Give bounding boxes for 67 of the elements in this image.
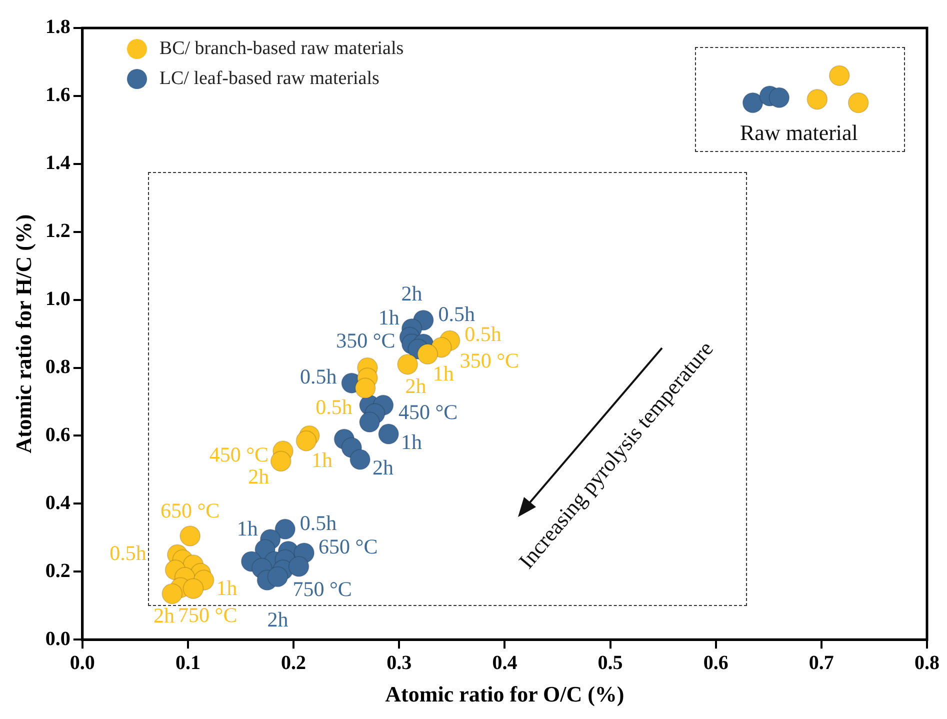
y-tick-label: 0.2 — [45, 560, 70, 582]
point — [350, 449, 371, 470]
annotation: 650 °C — [160, 498, 220, 522]
point — [742, 92, 764, 114]
annotation: 2h — [372, 456, 394, 480]
point — [848, 92, 869, 114]
annotation: 450 °C — [209, 442, 269, 466]
annotation: 1h — [378, 306, 400, 330]
annotation: 750 °C — [178, 603, 238, 628]
y-tick-label: 1.4 — [45, 152, 70, 174]
annotation: 2h — [248, 464, 270, 489]
y-tick-label: 1.6 — [45, 84, 70, 106]
y-axis-title: Atomic ratio for H/C (%) — [10, 214, 36, 454]
point — [828, 65, 850, 86]
text: 0.8 — [914, 652, 940, 674]
annotation: 0.5h — [316, 395, 353, 420]
point — [182, 578, 204, 600]
annotation: 1h — [216, 576, 238, 600]
y-tick-label: 1.2 — [45, 220, 70, 242]
x-tick-label: 0.5 — [598, 652, 623, 674]
x-tick-label: 0.6 — [703, 652, 728, 674]
point — [354, 378, 376, 399]
y-tick-label: 0.8 — [45, 356, 70, 378]
x-tick-label: 0.4 — [492, 652, 518, 674]
annotation: 0.5h — [110, 541, 147, 566]
x-tick-label: 0.1 — [175, 652, 200, 674]
annotation: 2h — [405, 374, 427, 398]
annotation: 2h — [401, 282, 423, 306]
annotation: Raw material — [740, 120, 858, 146]
y-tick-label: 0.4 — [45, 492, 70, 514]
point — [274, 518, 296, 540]
text: 0.0 — [70, 652, 95, 674]
point — [296, 430, 317, 452]
point — [162, 583, 183, 604]
annotation: 450 °C — [398, 400, 458, 424]
annotation: 350 °C — [336, 328, 396, 353]
x-axis-title: Atomic ratio for O/C (%) — [385, 681, 624, 706]
annotation: 0.5h — [300, 364, 338, 389]
point — [417, 344, 438, 365]
point — [288, 556, 310, 578]
annotation: 1h — [401, 430, 423, 454]
point — [359, 412, 380, 433]
annotation: 350 °C — [460, 348, 520, 372]
point — [180, 525, 201, 546]
point — [397, 354, 418, 375]
point — [270, 450, 292, 472]
x-tick-label: 0.7 — [808, 652, 834, 674]
legend-label: LC/ leaf-based raw materials — [159, 68, 380, 90]
annotation: 0.5h — [300, 510, 338, 535]
x-tick-label: 0.3 — [386, 652, 412, 674]
legend-label: BC/ branch-based raw materials — [159, 38, 404, 60]
point — [378, 424, 400, 445]
annotation: 650 °C — [318, 534, 378, 559]
annotation: 1h — [236, 516, 258, 540]
annotation: 2h — [153, 603, 175, 628]
point — [806, 88, 828, 110]
point — [267, 566, 288, 588]
annotation: 750 °C — [292, 576, 352, 601]
annotation: 1h — [432, 361, 454, 386]
y-tick-label: 0.6 — [45, 424, 70, 446]
point — [768, 87, 790, 108]
annotation: 1h — [311, 448, 333, 472]
annotation: 2h — [267, 607, 289, 632]
y-tick-label: 1.0 — [45, 288, 70, 310]
y-tick-label: 1.8 — [45, 16, 70, 38]
x-tick-label: 0.2 — [281, 652, 306, 674]
y-tick-label: 0.0 — [45, 628, 70, 650]
